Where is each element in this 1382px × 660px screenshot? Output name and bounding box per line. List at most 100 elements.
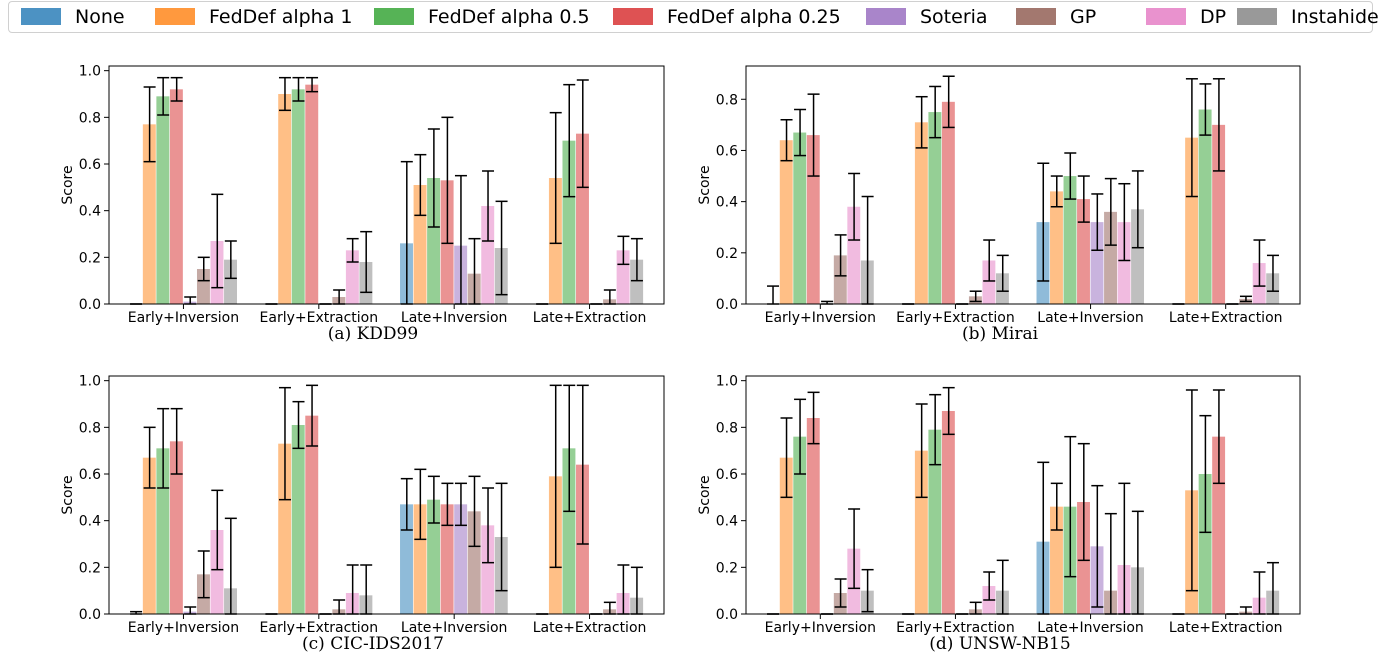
bar [291,89,305,304]
bar [1212,436,1226,614]
y-tick-label: 1.0 [716,374,738,390]
plot-frame [745,375,1301,615]
bar [982,260,996,304]
x-tick-label: Late+Extraction [533,620,647,636]
bar [1117,222,1131,304]
bar [467,511,481,614]
y-tick-label: 0.8 [79,110,101,126]
bar [427,499,441,614]
x-tick-label: Early+Extraction [896,310,1015,326]
bar [481,206,495,304]
x-tick-label: Early+Extraction [260,310,379,326]
bar [142,124,156,304]
y-tick-label: 0.4 [79,514,101,530]
bar [1198,474,1212,614]
y-axis-label: Score [697,475,713,514]
y-tick-label: 0.4 [79,204,101,220]
y-tick-label: 0.2 [716,246,738,262]
chart-panel: 0.0 0.2 0.4 0.6 0.8 Early+Inversion Early+Extr… [697,65,1301,344]
y-axis-label: Score [697,165,713,204]
y-tick-label: 1.0 [79,374,101,390]
bar [224,259,237,304]
x-tick-label: Late+Inversion [401,310,508,326]
plot-frame [745,65,1301,305]
legend-label: DP [1200,6,1227,28]
bar [928,429,942,614]
bar [630,259,644,304]
legend-label: FedDef alpha 0.25 [667,6,841,28]
bar [169,89,183,304]
y-tick-label: 0.0 [716,297,738,313]
bar [278,443,292,614]
bar [833,255,847,304]
bar [210,530,224,614]
bar [305,84,319,305]
legend-swatch [866,8,906,25]
y-tick-label: 0.6 [79,157,101,173]
bar [576,133,589,304]
bar [427,178,441,304]
y-tick-label: 0.0 [79,297,101,313]
bar [291,425,305,614]
x-tick-label: Early+Inversion [128,310,239,326]
legend-swatch [613,8,653,25]
bar [1104,211,1117,304]
bar [481,525,495,614]
y-tick-label: 0.0 [716,607,738,623]
chart-panel: 0.0 0.2 0.4 0.6 0.8 1.0 Early+Inversion Early+E… [60,64,665,344]
bar [1063,176,1077,304]
bar [1212,124,1226,304]
legend-label: FedDef alpha 1 [209,6,353,28]
bar [278,94,292,304]
legend-label: Instahide [1291,6,1379,28]
bar [793,132,807,304]
x-tick-label: Early+Extraction [896,620,1015,636]
y-tick-label: 0.4 [716,195,738,211]
x-tick-label: Late+Inversion [1037,310,1144,326]
bar [169,441,183,614]
bar [928,112,942,304]
bar [562,140,576,304]
bar [806,418,820,614]
bar [562,448,576,614]
legend-swatch [374,8,414,25]
chart-caption: (a) KDD99 [328,324,418,344]
bar [156,448,170,614]
legend-label: Soteria [920,6,988,28]
bar [914,450,928,614]
bar [847,206,861,304]
bar [440,504,454,614]
chart-caption: (c) CIC-IDS2017 [302,634,444,654]
bar [941,411,955,614]
y-tick-label: 0.8 [716,92,738,108]
x-tick-label: Early+Extraction [260,620,379,636]
bar [305,415,319,614]
x-tick-label: Early+Inversion [128,620,239,636]
y-tick-label: 1.0 [79,64,101,80]
y-axis-label: Score [60,475,76,514]
chart-panel: 0.0 0.2 0.4 0.6 0.8 1.0 Early+Inversion Early+E… [697,374,1301,654]
bar [779,140,793,304]
y-axis-label: Score [60,165,76,204]
legend-swatch [1146,8,1186,25]
bar [1077,199,1090,304]
x-tick-label: Late+Extraction [1169,310,1283,326]
y-tick-label: 0.2 [79,560,101,576]
y-tick-label: 0.2 [79,250,101,266]
bar [1050,506,1063,614]
legend-label: GP [1070,6,1097,28]
x-tick-label: Late+Extraction [533,310,647,326]
bar [1185,137,1199,304]
legend-swatch [1237,8,1277,25]
legend-label: None [75,6,125,28]
bar [196,269,210,304]
plot-frame [108,375,665,615]
y-tick-label: 0.4 [716,514,738,530]
x-tick-label: Early+Inversion [765,620,876,636]
bar [1198,109,1212,305]
x-tick-label: Late+Inversion [401,620,508,636]
legend: None FedDef alpha 1 FedDef alpha 0.5 FedDef… [8,1,1379,33]
y-tick-label: 0.2 [716,560,738,576]
legend-swatch [21,8,61,25]
y-tick-label: 0.6 [716,467,738,483]
